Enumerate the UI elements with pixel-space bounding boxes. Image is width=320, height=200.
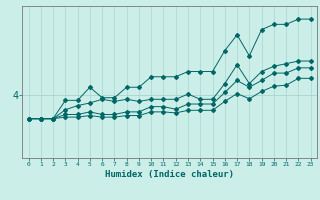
X-axis label: Humidex (Indice chaleur): Humidex (Indice chaleur) <box>105 170 234 179</box>
